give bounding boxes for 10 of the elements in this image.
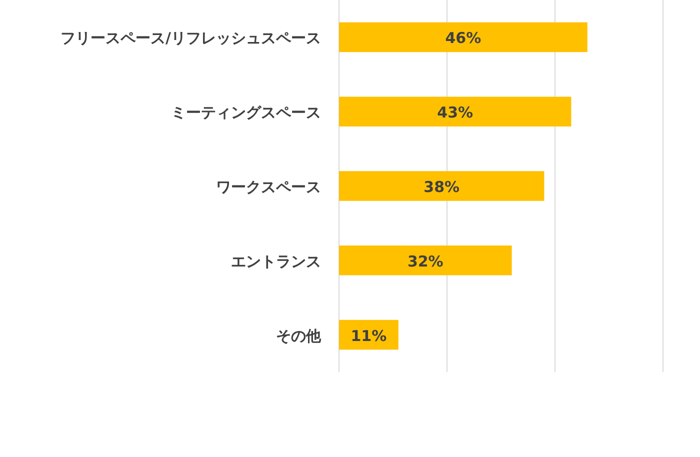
y-tick-label: ワークスペース: [216, 178, 321, 196]
y-tick-label: エントランス: [231, 252, 321, 270]
data-label: 11%: [350, 326, 387, 345]
y-tick-label: その他: [276, 326, 322, 345]
data-label: 43%: [437, 104, 474, 122]
data-label: 46%: [445, 29, 482, 48]
y-tick-label: フリースペース/リフレッシュスペース: [60, 29, 321, 48]
y-tick-label: ミーティングスペース: [171, 104, 321, 122]
data-label: 32%: [407, 252, 444, 270]
data-label: 38%: [424, 178, 460, 196]
